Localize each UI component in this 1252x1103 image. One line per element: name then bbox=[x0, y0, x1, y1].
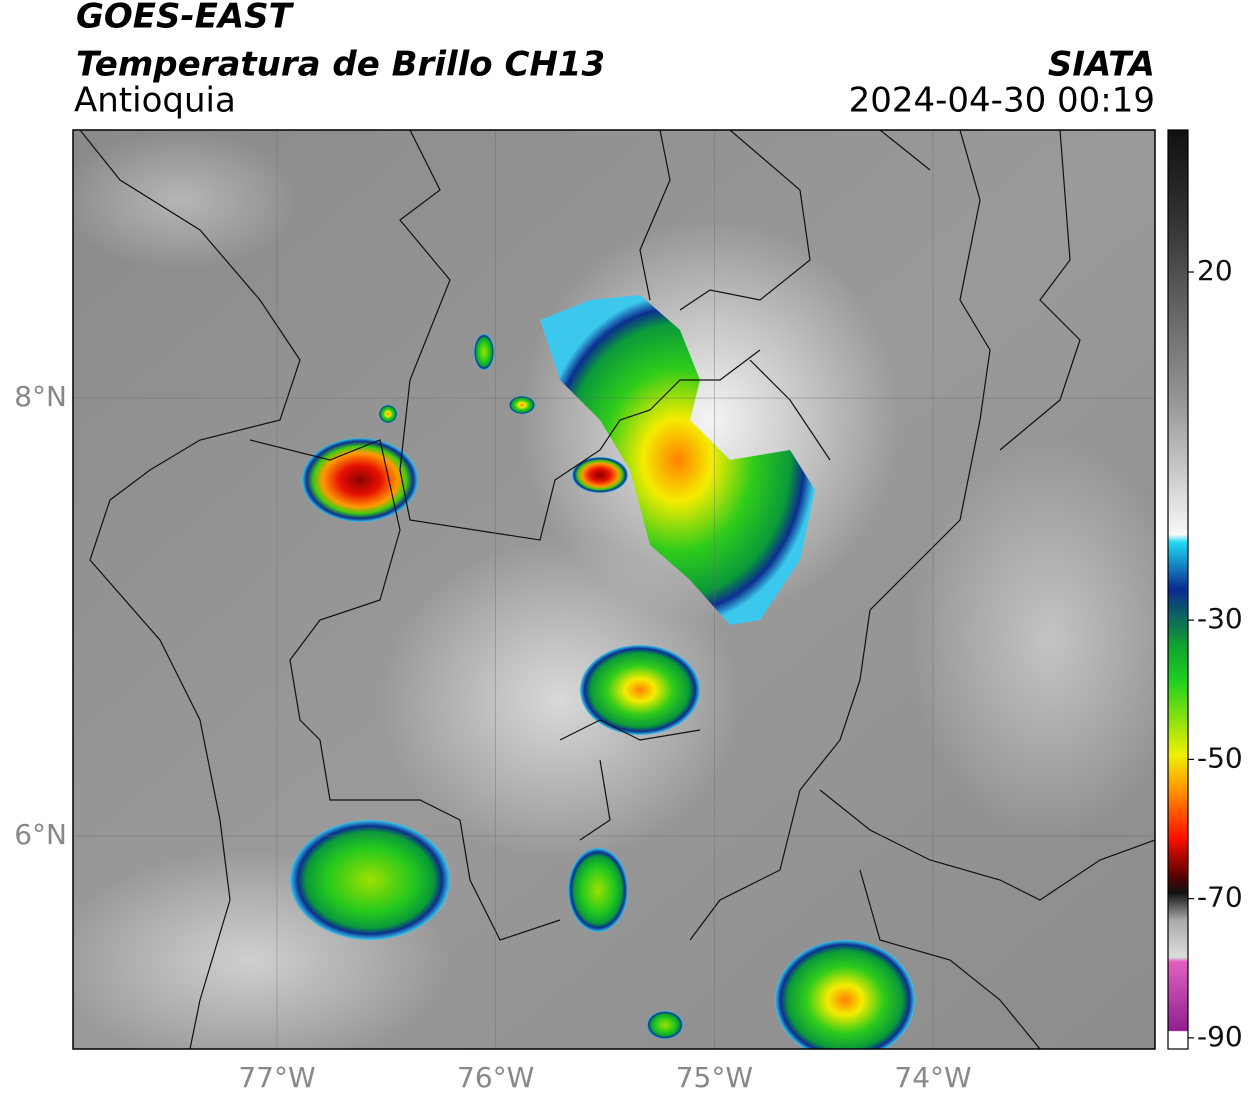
region: Antioquia bbox=[74, 81, 236, 121]
colorbar-tick-label: 20 bbox=[1197, 254, 1233, 287]
graticule bbox=[73, 130, 1155, 1049]
colorbar-tick-label: -30 bbox=[1197, 602, 1243, 635]
map-frame bbox=[72, 129, 1156, 1050]
colorbar-tick-label: -70 bbox=[1197, 881, 1243, 914]
colorbar-tick-label: -90 bbox=[1197, 1020, 1243, 1053]
lat-tick-label: 6°N bbox=[14, 818, 67, 851]
lon-tick-label: 75°W bbox=[676, 1061, 753, 1094]
map-image bbox=[73, 130, 1155, 1049]
subtitle: Temperatura de Brillo CH13 bbox=[76, 45, 605, 85]
colorbar bbox=[1167, 129, 1189, 1050]
timestamp: 2024-04-30 00:19 bbox=[849, 81, 1155, 121]
source: SIATA bbox=[1048, 45, 1155, 85]
lon-tick-label: 74°W bbox=[894, 1061, 971, 1094]
title: GOES-EAST bbox=[76, 0, 295, 37]
lon-tick-label: 77°W bbox=[238, 1061, 315, 1094]
lon-tick-label: 76°W bbox=[457, 1061, 534, 1094]
lat-tick-label: 8°N bbox=[14, 380, 67, 413]
colorbar-tick-label: -50 bbox=[1197, 741, 1243, 774]
